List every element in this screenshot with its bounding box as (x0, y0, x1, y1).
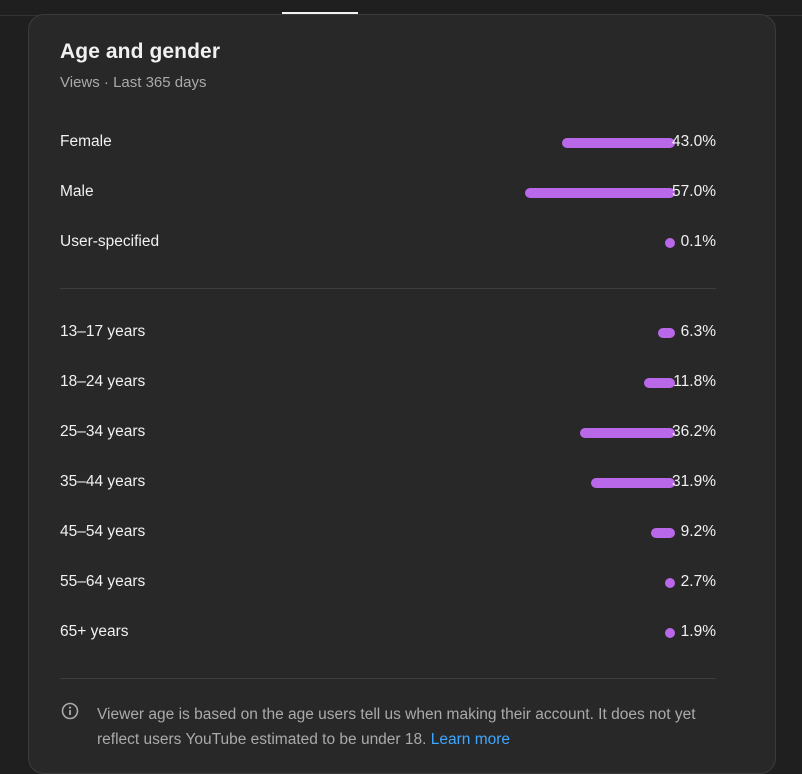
footnote-text: Viewer age is based on the age users tel… (97, 702, 717, 752)
gender-percent: 43.0% (672, 133, 716, 150)
gender-bar (562, 138, 675, 148)
age-group-percent: 36.2% (672, 423, 716, 440)
gender-bar (525, 188, 675, 198)
card-title: Age and gender (60, 40, 221, 63)
gender-bar-track (480, 138, 675, 148)
age-group-row: 35–44 years 31.9% (60, 471, 716, 495)
age-group-bar-track (480, 478, 675, 488)
age-group-label: 55–64 years (60, 573, 146, 590)
age-group-bar (644, 378, 675, 388)
age-group-row: 65+ years 1.9% (60, 621, 716, 645)
age-group-bar (580, 428, 675, 438)
section-divider (60, 288, 716, 289)
gender-row: Male 57.0% (60, 181, 716, 205)
gender-bar-track (480, 238, 675, 248)
age-group-bar-track (480, 628, 675, 638)
age-group-bar-track (480, 528, 675, 538)
age-group-bar (591, 478, 675, 488)
gender-row: User-specified 0.1% (60, 231, 716, 255)
age-group-row: 25–34 years 36.2% (60, 421, 716, 445)
age-group-percent: 1.9% (680, 623, 716, 640)
gender-label: Male (60, 183, 94, 200)
age-group-row: 45–54 years 9.2% (60, 521, 716, 545)
age-group-bar-track (480, 578, 675, 588)
age-gender-card: Age and gender Views · Last 365 days Fem… (28, 14, 776, 774)
age-group-bar (651, 528, 675, 538)
age-group-label: 45–54 years (60, 523, 146, 540)
age-group-bar (665, 628, 675, 638)
gender-percent: 0.1% (680, 233, 716, 250)
age-group-bar (665, 578, 675, 588)
gender-bar-track (480, 188, 675, 198)
age-group-row: 55–64 years 2.7% (60, 571, 716, 595)
footnote-body: Viewer age is based on the age users tel… (97, 706, 696, 748)
age-group-bar-track (480, 428, 675, 438)
age-group-label: 35–44 years (60, 473, 146, 490)
age-group-percent: 6.3% (680, 323, 716, 340)
age-group-percent: 11.8% (673, 373, 716, 390)
age-group-percent: 31.9% (672, 473, 716, 490)
age-group-bar (658, 328, 675, 338)
age-group-label: 25–34 years (60, 423, 146, 440)
learn-more-link[interactable]: Learn more (430, 731, 511, 748)
age-group-row: 13–17 years 6.3% (60, 321, 716, 345)
gender-label: Female (60, 133, 112, 150)
age-group-label: 13–17 years (60, 323, 146, 340)
age-group-label: 65+ years (60, 623, 129, 640)
gender-label: User-specified (60, 233, 160, 250)
footnote-divider (60, 678, 716, 679)
age-group-label: 18–24 years (60, 373, 146, 390)
age-group-percent: 2.7% (680, 573, 716, 590)
gender-row: Female 43.0% (60, 131, 716, 155)
age-group-row: 18–24 years 11.8% (60, 371, 716, 395)
age-group-bar-track (480, 328, 675, 338)
card-subtitle: Views · Last 365 days (60, 74, 207, 91)
gender-bar (665, 238, 675, 248)
age-group-percent: 9.2% (680, 523, 716, 540)
gender-percent: 57.0% (672, 183, 716, 200)
age-group-bar-track (480, 378, 675, 388)
info-icon (61, 702, 79, 720)
active-tab-indicator (282, 12, 358, 15)
